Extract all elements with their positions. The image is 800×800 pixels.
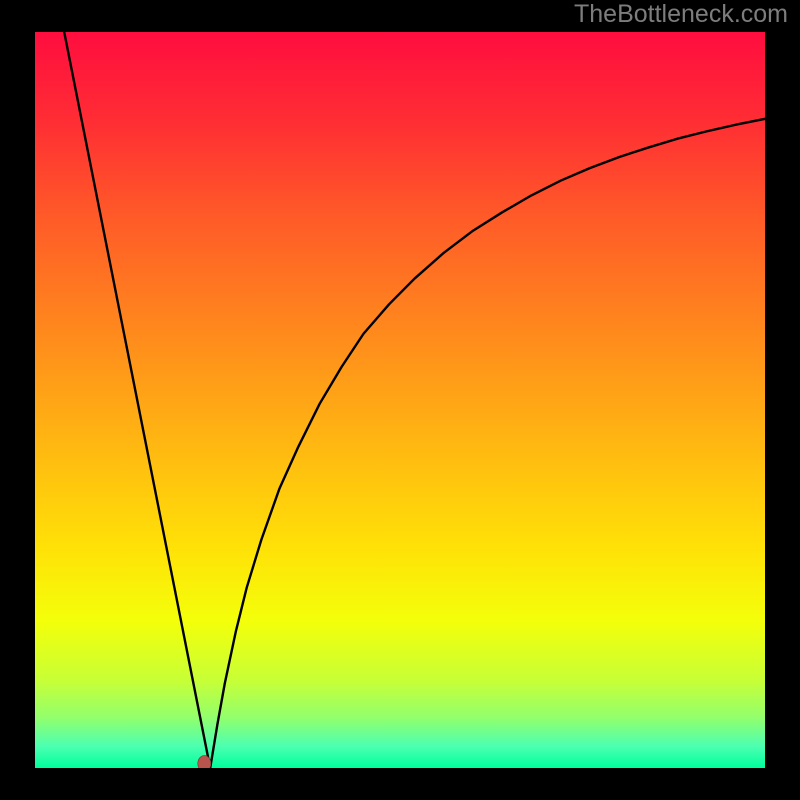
bottleneck-plot-svg <box>35 32 765 768</box>
chart-container: TheBottleneck.com <box>0 0 800 800</box>
plot-background-gradient <box>35 32 765 768</box>
optimal-point-marker <box>198 755 211 768</box>
plot-area <box>35 32 765 768</box>
watermark-text: TheBottleneck.com <box>574 0 788 29</box>
